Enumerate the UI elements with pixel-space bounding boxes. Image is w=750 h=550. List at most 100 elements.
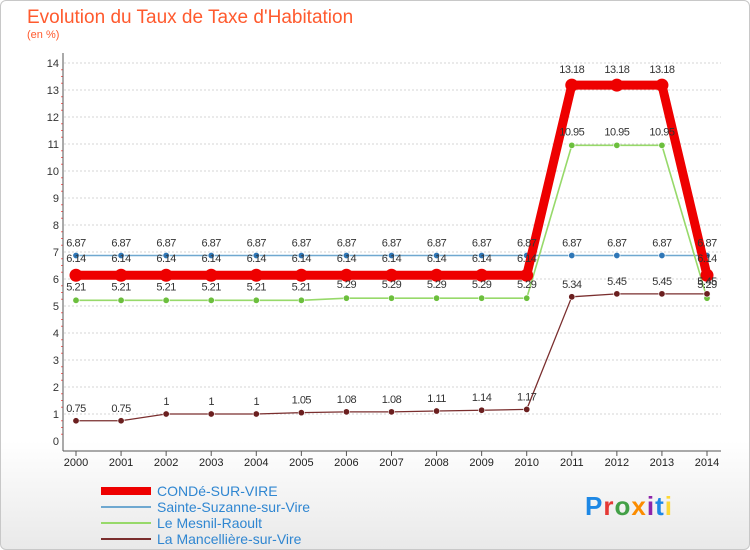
data-label-le-mesnil-raoult: 5.29	[382, 279, 402, 291]
data-point-le-mesnil-raoult	[387, 294, 395, 302]
x-tick-label: 2006	[334, 457, 358, 469]
y-tick-label: 0	[53, 436, 59, 448]
legend-label-le-mesnil-raoult: Le Mesnil-Raoult	[157, 515, 263, 531]
legend-label-la-manceliere-sur-vire: La Mancellière-sur-Vire	[157, 531, 302, 547]
data-label-le-mesnil-raoult: 5.29	[472, 279, 492, 291]
data-label-sainte-suzanne-sur-vire: 6.87	[652, 238, 672, 250]
x-tick-label: 2012	[605, 457, 629, 469]
data-label-sainte-suzanne-sur-vire: 6.87	[697, 238, 717, 250]
y-tick-label: 7	[53, 247, 59, 259]
x-tick-label: 2013	[650, 457, 674, 469]
data-label-la-mancelli-re-sur-vire: 1.08	[337, 394, 357, 406]
data-label-le-mesnil-raoult: 5.21	[247, 281, 267, 293]
data-point-le-mesnil-raoult	[568, 141, 576, 149]
data-label-le-mesnil-raoult: 5.29	[427, 279, 447, 291]
series-layer	[69, 78, 714, 425]
legend-label-conde-sur-vire: CONDé-SUR-VIRE	[157, 483, 278, 499]
y-tick-label: 8	[53, 220, 59, 232]
data-point-la-mancelli-re-sur-vire	[162, 410, 170, 418]
data-label-le-mesnil-raoult: 5.21	[292, 281, 312, 293]
data-point-sainte-suzanne-sur-vire	[478, 252, 486, 260]
data-label-cond-sur-vire: 6.14	[156, 253, 176, 265]
data-point-la-mancelli-re-sur-vire	[613, 290, 621, 298]
data-label-sainte-suzanne-sur-vire: 6.87	[66, 238, 86, 250]
data-label-cond-sur-vire: 13.18	[604, 64, 629, 76]
y-tick-label: 5	[53, 301, 59, 313]
data-label-sainte-suzanne-sur-vire: 6.87	[382, 238, 402, 250]
data-label-sainte-suzanne-sur-vire: 6.87	[111, 238, 131, 250]
data-point-cond-sur-vire	[159, 268, 173, 282]
data-label-cond-sur-vire: 13.18	[559, 64, 584, 76]
data-point-sainte-suzanne-sur-vire	[342, 252, 350, 260]
data-point-sainte-suzanne-sur-vire	[252, 252, 260, 260]
data-label-la-mancelli-re-sur-vire: 1	[253, 396, 259, 408]
data-label-sainte-suzanne-sur-vire: 6.87	[247, 238, 267, 250]
data-label-cond-sur-vire: 6.14	[292, 253, 312, 265]
data-point-cond-sur-vire	[69, 268, 83, 282]
x-tick-label: 2008	[424, 457, 448, 469]
y-tick-label: 3	[53, 355, 59, 367]
data-point-la-mancelli-re-sur-vire	[478, 406, 486, 414]
data-label-sainte-suzanne-sur-vire: 6.87	[156, 238, 176, 250]
data-label-sainte-suzanne-sur-vire: 6.87	[427, 238, 447, 250]
data-point-cond-sur-vire	[385, 268, 398, 282]
data-point-la-mancelli-re-sur-vire	[297, 409, 305, 417]
data-label-la-mancelli-re-sur-vire: 5.45	[607, 276, 627, 288]
legend-swatch-sainte-suzanne-sur-vire	[101, 506, 151, 508]
data-label-la-mancelli-re-sur-vire: 5.45	[697, 276, 717, 288]
proxiti-logo: Proxiti	[585, 491, 673, 522]
data-point-cond-sur-vire	[520, 268, 534, 282]
data-point-cond-sur-vire	[475, 268, 489, 282]
data-point-sainte-suzanne-sur-vire	[117, 252, 125, 260]
data-point-cond-sur-vire	[249, 268, 263, 282]
data-label-cond-sur-vire: 6.14	[337, 253, 357, 265]
data-point-sainte-suzanne-sur-vire	[207, 252, 215, 260]
data-label-la-mancelli-re-sur-vire: 1.11	[427, 393, 446, 405]
y-tick-label: 4	[53, 328, 59, 340]
data-point-cond-sur-vire	[204, 268, 218, 282]
data-label-la-mancelli-re-sur-vire: 0.75	[111, 403, 131, 415]
data-label-layer: 6.87 6.87 6.87 6.87 6.87 6.87 6.87 6.87 6.87 6.87…	[66, 64, 717, 415]
data-label-sainte-suzanne-sur-vire: 6.87	[517, 238, 537, 250]
data-label-la-mancelli-re-sur-vire: 1.14	[472, 392, 492, 404]
data-point-cond-sur-vire	[655, 78, 669, 92]
data-label-sainte-suzanne-sur-vire: 6.87	[607, 238, 627, 250]
data-label-cond-sur-vire: 6.14	[472, 253, 492, 265]
x-tick-label: 2001	[109, 457, 133, 469]
data-point-le-mesnil-raoult	[252, 296, 260, 304]
data-point-le-mesnil-raoult	[207, 296, 215, 304]
data-point-le-mesnil-raoult	[162, 296, 170, 304]
data-label-le-mesnil-raoult: 10.95	[604, 126, 629, 138]
data-label-cond-sur-vire: 6.14	[427, 253, 447, 265]
data-point-la-mancelli-re-sur-vire	[342, 408, 350, 416]
y-tick-label: 1	[53, 409, 59, 421]
data-point-la-mancelli-re-sur-vire	[433, 407, 441, 415]
x-tick-label: 2004	[244, 457, 268, 469]
data-label-le-mesnil-raoult: 5.29	[337, 279, 357, 291]
x-tick-label: 2007	[379, 457, 403, 469]
data-label-la-mancelli-re-sur-vire: 1.08	[382, 394, 402, 406]
data-label-la-mancelli-re-sur-vire: 5.45	[652, 276, 672, 288]
data-label-cond-sur-vire: 6.14	[382, 253, 402, 265]
data-point-la-mancelli-re-sur-vire	[207, 410, 215, 418]
y-tick-label: 10	[47, 166, 59, 178]
data-point-la-mancelli-re-sur-vire	[703, 290, 711, 298]
logo-letter: P	[585, 491, 604, 521]
chart-title: Evolution du Taux de Taxe d'Habitation	[27, 7, 354, 28]
data-point-le-mesnil-raoult	[72, 296, 80, 304]
data-point-cond-sur-vire	[610, 78, 624, 92]
data-point-le-mesnil-raoult	[342, 294, 350, 302]
logo-letter: r	[603, 491, 615, 521]
data-label-cond-sur-vire: 6.14	[66, 253, 86, 265]
data-point-la-mancelli-re-sur-vire	[117, 417, 125, 425]
x-tick-label: 2009	[469, 457, 493, 469]
y-tick-label: 11	[48, 139, 59, 151]
data-label-sainte-suzanne-sur-vire: 6.87	[292, 238, 312, 250]
y-tick-label: 14	[47, 58, 59, 70]
data-label-le-mesnil-raoult: 5.29	[697, 279, 717, 291]
legend-swatch-conde-sur-vire	[101, 487, 151, 495]
y-tick-label: 9	[53, 193, 59, 205]
data-label-sainte-suzanne-sur-vire: 6.87	[472, 238, 492, 250]
data-label-sainte-suzanne-sur-vire: 6.87	[337, 238, 357, 250]
